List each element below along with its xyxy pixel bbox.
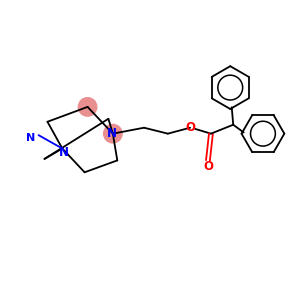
Circle shape: [103, 124, 122, 143]
Text: N: N: [107, 127, 117, 140]
Circle shape: [78, 98, 97, 116]
Text: O: O: [185, 121, 195, 134]
Text: N: N: [59, 146, 69, 159]
Text: O: O: [203, 160, 213, 173]
Text: N: N: [26, 133, 36, 143]
